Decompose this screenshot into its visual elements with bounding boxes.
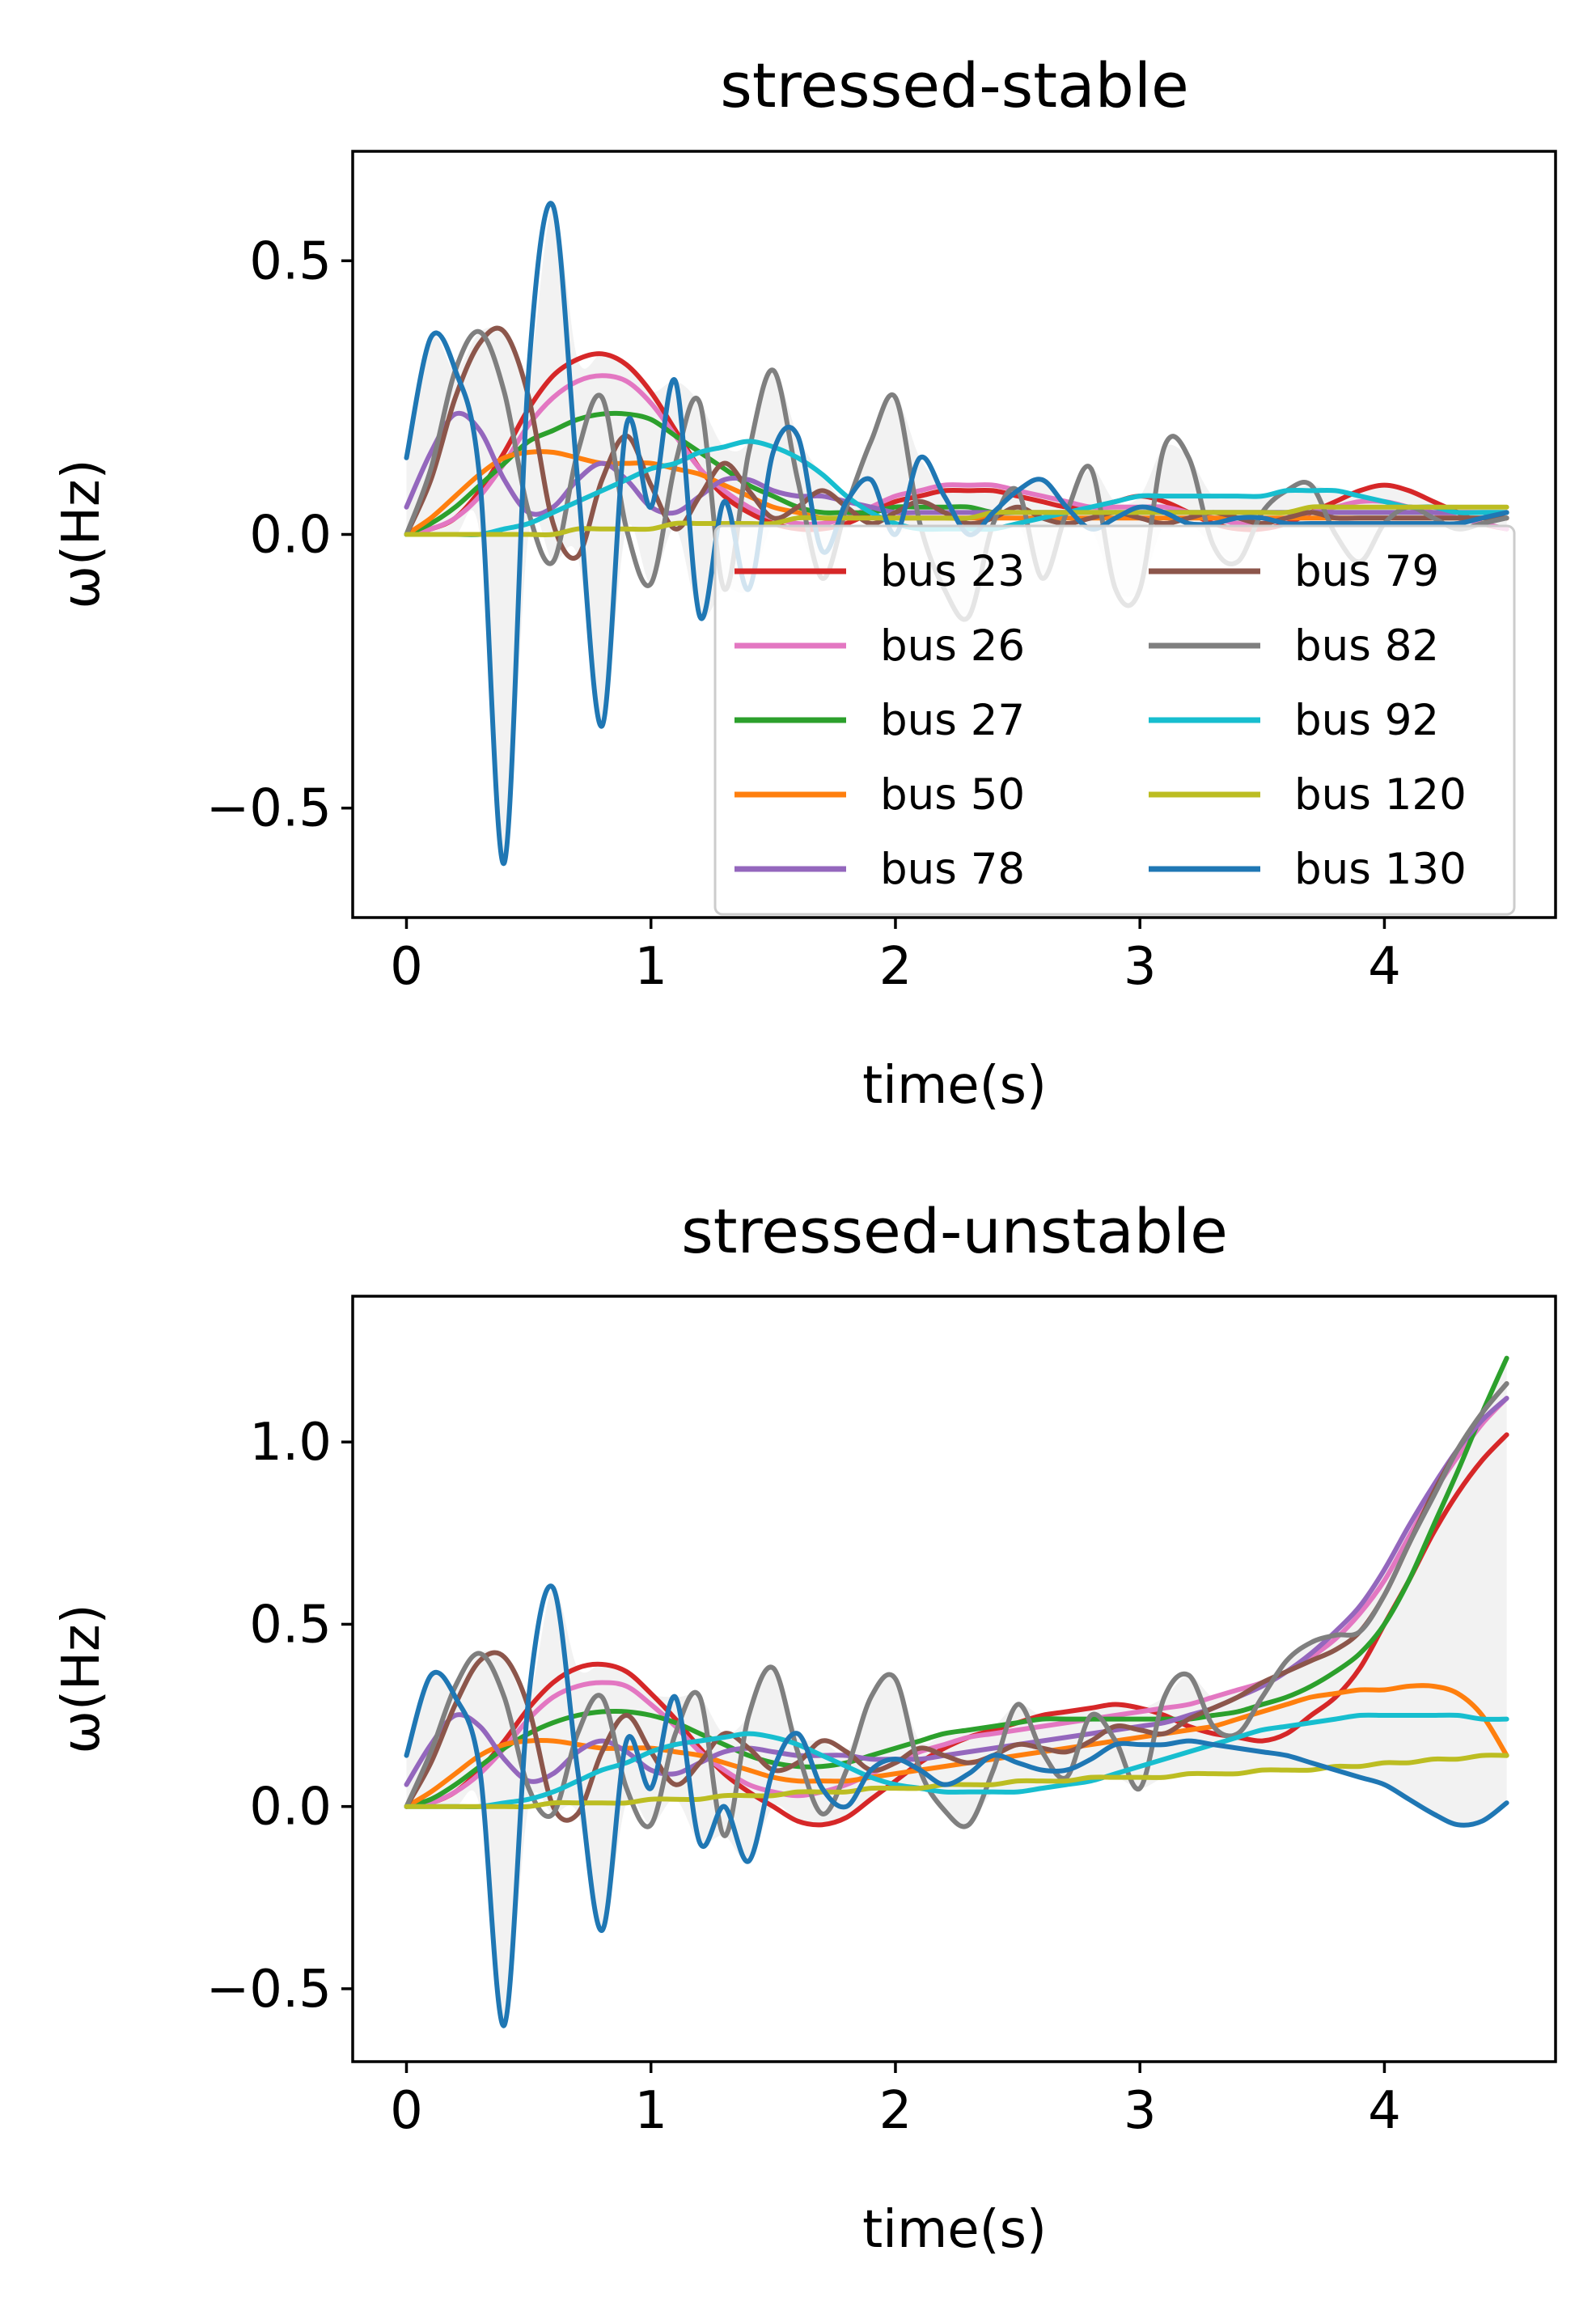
legend-label: bus 82 <box>1294 621 1439 671</box>
x-tick-label: 0 <box>390 937 423 997</box>
series-line-bus-130 <box>404 1583 1509 2028</box>
x-tick-label: 0 <box>390 2081 423 2141</box>
legend-label: bus 23 <box>880 547 1025 596</box>
y-tick-label: 0.5 <box>249 231 332 291</box>
x-tick-label: 1 <box>634 937 667 997</box>
x-tick-label: 4 <box>1368 2081 1401 2141</box>
y-tick-label: −0.5 <box>206 779 332 839</box>
x-tick-label: 2 <box>879 937 912 997</box>
x-tick-label: 3 <box>1124 2081 1157 2141</box>
legend-label: bus 78 <box>880 845 1025 894</box>
legend-box <box>713 524 1516 916</box>
y-axis-label: ω(Hz) <box>52 1604 112 1753</box>
x-axis-label: time(s) <box>862 2200 1047 2260</box>
legend-label: bus 79 <box>1294 547 1439 596</box>
y-tick-label: 1.0 <box>249 1413 332 1473</box>
y-tick-label: 0.0 <box>249 1778 332 1838</box>
legend-label: bus 130 <box>1294 845 1467 894</box>
series-line-bus-92 <box>404 1712 1509 1810</box>
series-line-bus-78 <box>404 1396 1509 1787</box>
legend-label: bus 26 <box>880 621 1025 671</box>
plot-area <box>404 1355 1509 2028</box>
chart-stressed-unstable: stressed-unstable 0 1 2 3 4 −0.5 0.0 0.5 1.0 tim… <box>52 1195 1557 2260</box>
legend-label: bus 50 <box>880 770 1025 820</box>
x-tick-label: 3 <box>1124 937 1157 997</box>
x-tick-label: 4 <box>1368 937 1401 997</box>
chart-title: stressed-unstable <box>681 1195 1228 1267</box>
legend-label: bus 120 <box>1294 770 1467 820</box>
y-tick-label: 0.0 <box>249 506 332 566</box>
y-tick-label: −0.5 <box>206 1960 332 2020</box>
chart-title: stressed-stable <box>720 49 1188 121</box>
y-tick-label: 0.5 <box>249 1595 332 1655</box>
series-line-bus-27 <box>404 1355 1509 1809</box>
axes-frame <box>351 1295 1557 2063</box>
series-line-bus-79 <box>404 325 1509 561</box>
series-line-bus-130 <box>404 201 1509 867</box>
legend-label: bus 27 <box>880 696 1025 745</box>
legend-label: bus 92 <box>1294 696 1439 745</box>
axis-ticks: 0 1 2 3 4 −0.5 0.0 0.5 1.0 <box>206 1413 1401 2141</box>
x-tick-label: 1 <box>634 2081 667 2141</box>
x-axis-label: time(s) <box>862 1056 1047 1116</box>
y-axis-label: ω(Hz) <box>52 459 112 608</box>
series-line-bus-79 <box>404 1381 1509 1823</box>
x-tick-label: 2 <box>879 2081 912 2141</box>
legend: bus 23 bus 26 bus 27 bus 50 bus 78 bus 79 bus … <box>713 524 1516 916</box>
envelope-band <box>406 1358 1507 2025</box>
chart-stressed-stable: stressed-stable 0 1 2 3 4−0.50.00.5 time(s) … <box>52 49 1557 1116</box>
axis-ticks: 0 1 2 3 4 −0.5 0.0 0.5 <box>206 231 1401 997</box>
series-line-bus-26 <box>404 1396 1509 1809</box>
